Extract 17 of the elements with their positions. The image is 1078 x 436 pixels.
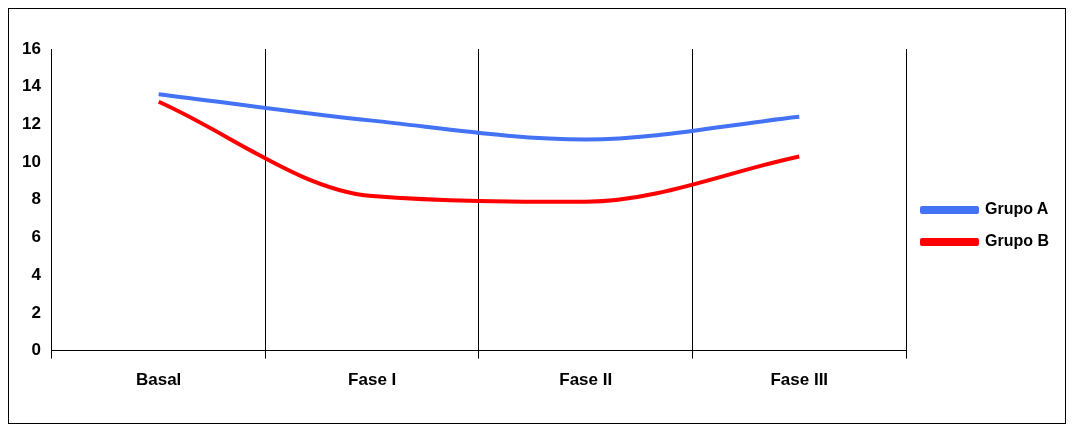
y-tick-label: 0	[31, 340, 41, 360]
line-series	[156, 92, 802, 142]
y-tick-label: 8	[31, 189, 41, 209]
legend-label: Grupo B	[985, 232, 1050, 250]
x-tick-label: Fase I	[348, 370, 397, 390]
y-tick-label: 16	[21, 38, 41, 58]
x-tick-label: Fase II	[559, 370, 613, 390]
x-tick-label: Fase III	[770, 370, 829, 390]
line-series	[156, 99, 802, 204]
y-tick-label: 4	[31, 264, 42, 284]
x-tick-label: Basal	[135, 370, 182, 390]
y-tick-label: 6	[31, 227, 41, 247]
y-tick-label: 12	[21, 114, 41, 134]
y-tick-label: 10	[21, 151, 41, 171]
y-tick-label: 14	[21, 76, 42, 96]
y-tick-label: 2	[31, 302, 41, 322]
legend-label: Grupo A	[985, 200, 1049, 218]
